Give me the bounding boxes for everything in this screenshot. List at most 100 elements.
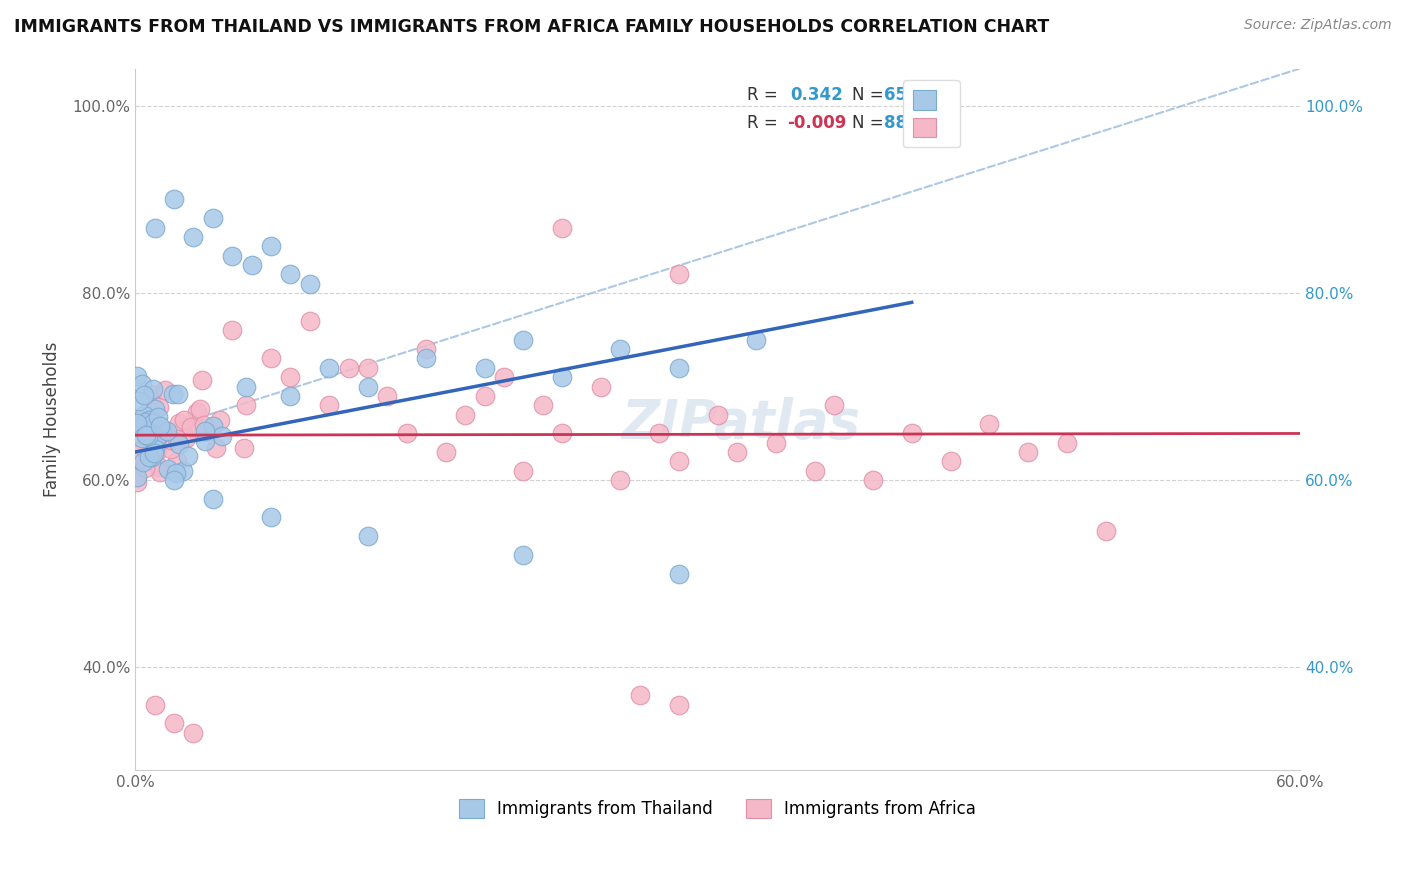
Point — [143, 401, 166, 416]
Point — [668, 698, 690, 712]
Point — [143, 698, 166, 712]
Point — [135, 428, 157, 442]
Point — [280, 370, 302, 384]
Point — [180, 419, 202, 434]
Text: ZIPatlas: ZIPatlas — [621, 397, 860, 449]
Point — [145, 443, 167, 458]
Point — [260, 239, 283, 253]
Point — [823, 398, 845, 412]
Point — [551, 370, 574, 384]
Point — [160, 433, 183, 447]
Point — [337, 360, 360, 375]
Point — [202, 419, 225, 434]
Point — [143, 439, 166, 453]
Point — [803, 464, 825, 478]
Point — [260, 510, 283, 524]
Point — [188, 402, 211, 417]
Point — [706, 408, 728, 422]
Point — [129, 452, 152, 467]
Point — [134, 453, 156, 467]
Point — [1095, 524, 1118, 539]
Point — [146, 429, 169, 443]
Point — [235, 380, 257, 394]
Point — [166, 454, 188, 468]
Point — [159, 442, 181, 457]
Point — [725, 445, 748, 459]
Point — [648, 426, 671, 441]
Point — [125, 416, 148, 430]
Point — [454, 408, 477, 422]
Point — [143, 220, 166, 235]
Point — [167, 437, 190, 451]
Text: -0.009: -0.009 — [787, 114, 846, 132]
Point — [134, 461, 156, 475]
Point — [434, 445, 457, 459]
Point — [668, 566, 690, 581]
Point — [167, 416, 190, 430]
Point — [172, 464, 194, 478]
Point — [149, 465, 172, 479]
Point — [201, 491, 224, 506]
Point — [127, 475, 149, 489]
Point — [221, 249, 243, 263]
Point — [134, 388, 156, 402]
Point — [128, 393, 150, 408]
Point — [1056, 435, 1078, 450]
Point — [138, 450, 160, 464]
Point — [357, 529, 380, 543]
Point — [127, 425, 149, 440]
Point — [205, 441, 228, 455]
Point — [415, 342, 437, 356]
Point — [260, 351, 283, 366]
Point — [141, 388, 163, 402]
Point — [395, 426, 418, 441]
Point — [194, 434, 217, 448]
Text: Source: ZipAtlas.com: Source: ZipAtlas.com — [1244, 18, 1392, 32]
Point — [280, 389, 302, 403]
Point — [194, 424, 217, 438]
Point — [142, 382, 165, 396]
Point — [512, 548, 534, 562]
Point — [232, 441, 254, 455]
Point — [193, 417, 215, 432]
Point — [145, 430, 167, 444]
Point — [208, 413, 231, 427]
Point — [474, 389, 496, 403]
Point — [136, 434, 159, 448]
Point — [589, 379, 612, 393]
Point — [143, 442, 166, 457]
Point — [979, 417, 1001, 431]
Point — [125, 448, 148, 462]
Text: 0.342: 0.342 — [790, 87, 842, 104]
Point — [298, 314, 321, 328]
Point — [235, 399, 257, 413]
Text: N =: N = — [852, 114, 883, 132]
Point — [531, 398, 554, 412]
Point — [141, 450, 163, 464]
Point — [939, 454, 962, 468]
Point — [165, 466, 187, 480]
Point — [474, 360, 496, 375]
Point — [166, 386, 188, 401]
Point — [156, 424, 179, 438]
Point — [127, 420, 149, 434]
Point — [668, 267, 690, 281]
Point — [132, 455, 155, 469]
Text: 88: 88 — [884, 114, 907, 132]
Point — [125, 456, 148, 470]
Point — [357, 360, 380, 375]
Point — [415, 351, 437, 366]
Point — [1017, 445, 1039, 459]
Text: IMMIGRANTS FROM THAILAND VS IMMIGRANTS FROM AFRICA FAMILY HOUSEHOLDS CORRELATION: IMMIGRANTS FROM THAILAND VS IMMIGRANTS F… — [14, 18, 1049, 36]
Point — [357, 379, 380, 393]
Point — [221, 323, 243, 337]
Point — [318, 398, 340, 412]
Point — [492, 370, 515, 384]
Point — [183, 230, 205, 244]
Point — [298, 277, 321, 291]
Point — [191, 373, 214, 387]
Point — [551, 426, 574, 441]
Point — [183, 418, 205, 433]
Point — [280, 267, 302, 281]
Point — [163, 716, 186, 731]
